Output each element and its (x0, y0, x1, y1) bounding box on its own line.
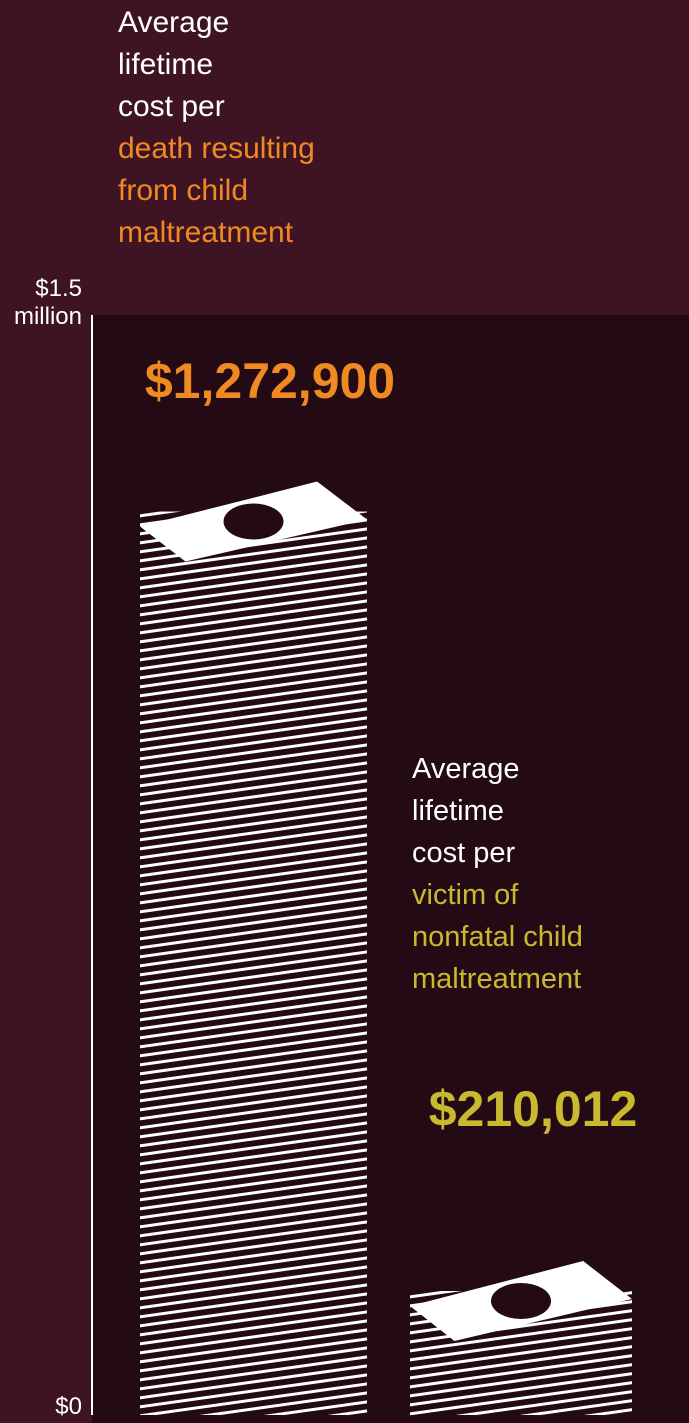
category-label: Average lifetime cost per death resulting… (118, 2, 318, 254)
category-name: death resulting from child maltreatment (118, 132, 315, 249)
y-tick-label: $1.5 million (13, 275, 82, 330)
category-prefix: Average lifetime cost per (412, 753, 520, 869)
money-stack (140, 481, 367, 1415)
y-tick-label: $0 (55, 1393, 82, 1420)
bill-seal (491, 1282, 551, 1319)
value-label: $210,012 (429, 1081, 638, 1137)
category-name: victim of nonfatal child maltreatment (412, 879, 583, 995)
stack-body (140, 511, 367, 1415)
category-label: Average lifetime cost per victim of nonfa… (412, 748, 627, 1000)
category-prefix: Average lifetime cost per (118, 6, 230, 123)
money-stack (410, 1260, 632, 1415)
value-label: $1,272,900 (145, 353, 395, 409)
bill-seal (223, 503, 284, 540)
